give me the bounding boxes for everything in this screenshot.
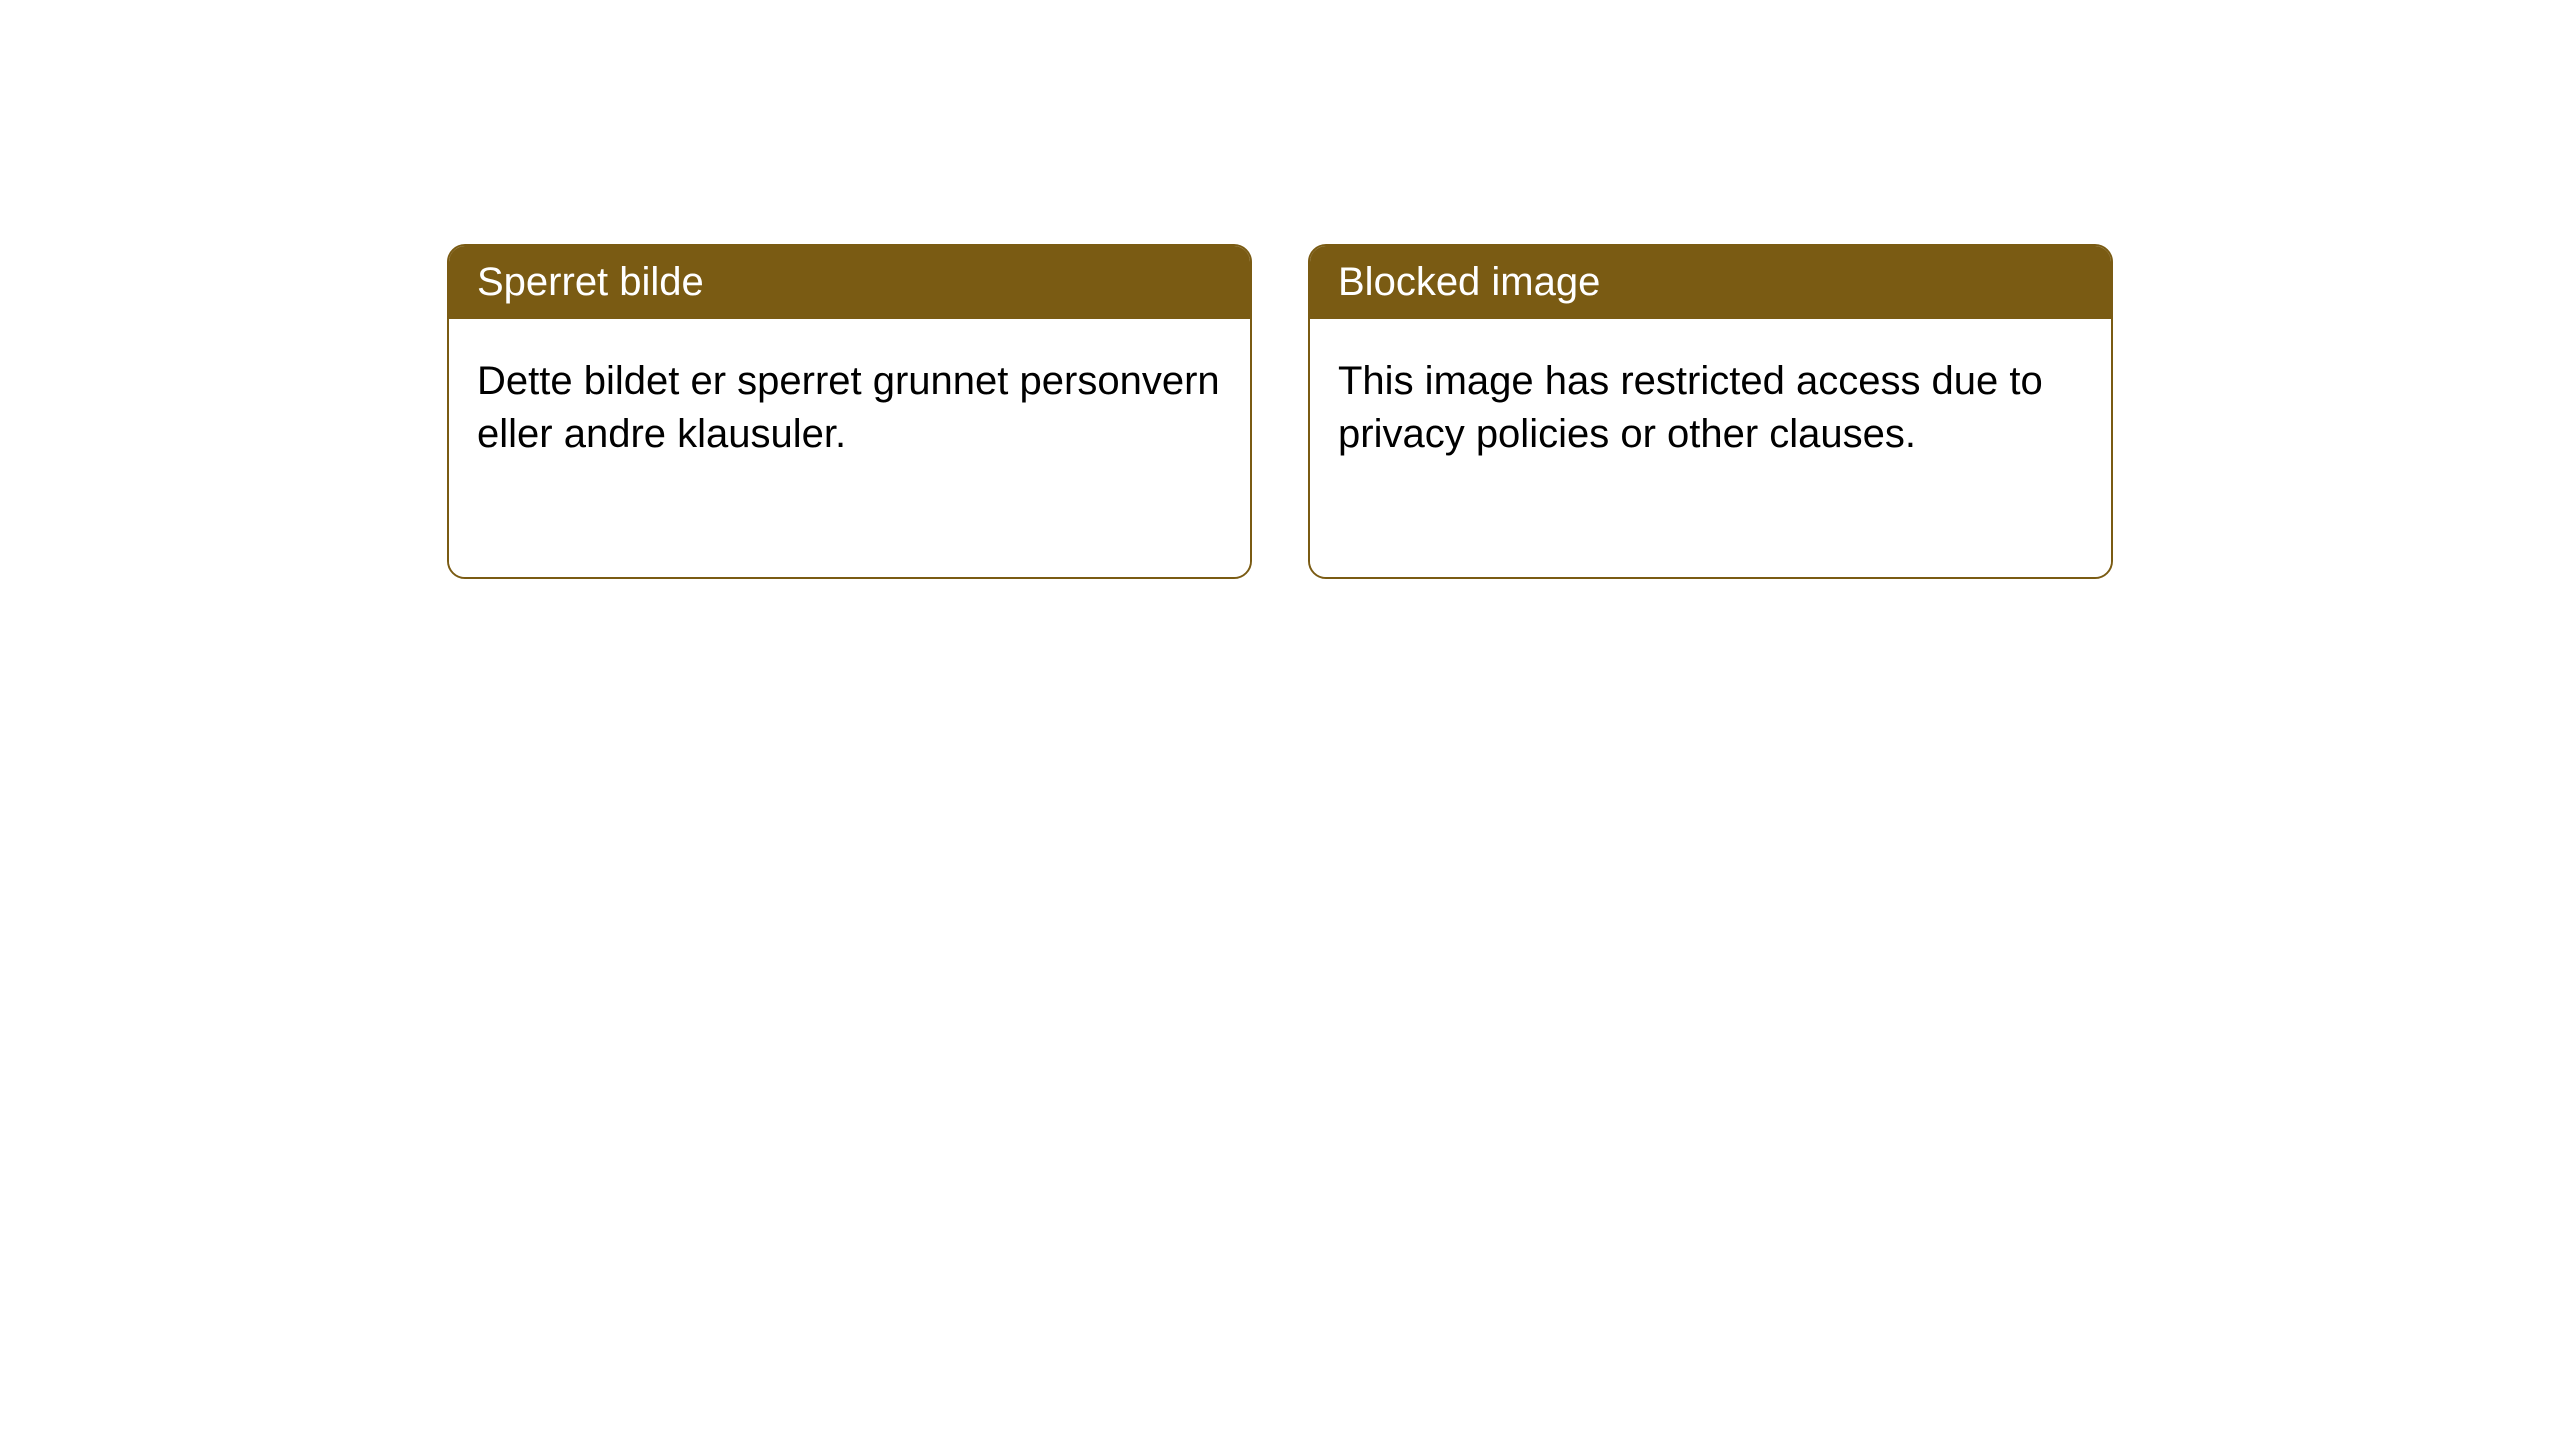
notice-card-no: Sperret bilde Dette bildet er sperret gr… bbox=[447, 244, 1252, 579]
card-body-en: This image has restricted access due to … bbox=[1310, 319, 2111, 577]
card-body-no: Dette bildet er sperret grunnet personve… bbox=[449, 319, 1250, 577]
notice-card-en: Blocked image This image has restricted … bbox=[1308, 244, 2113, 579]
notice-card-container: Sperret bilde Dette bildet er sperret gr… bbox=[447, 244, 2113, 579]
card-header-no: Sperret bilde bbox=[449, 246, 1250, 319]
card-header-en: Blocked image bbox=[1310, 246, 2111, 319]
